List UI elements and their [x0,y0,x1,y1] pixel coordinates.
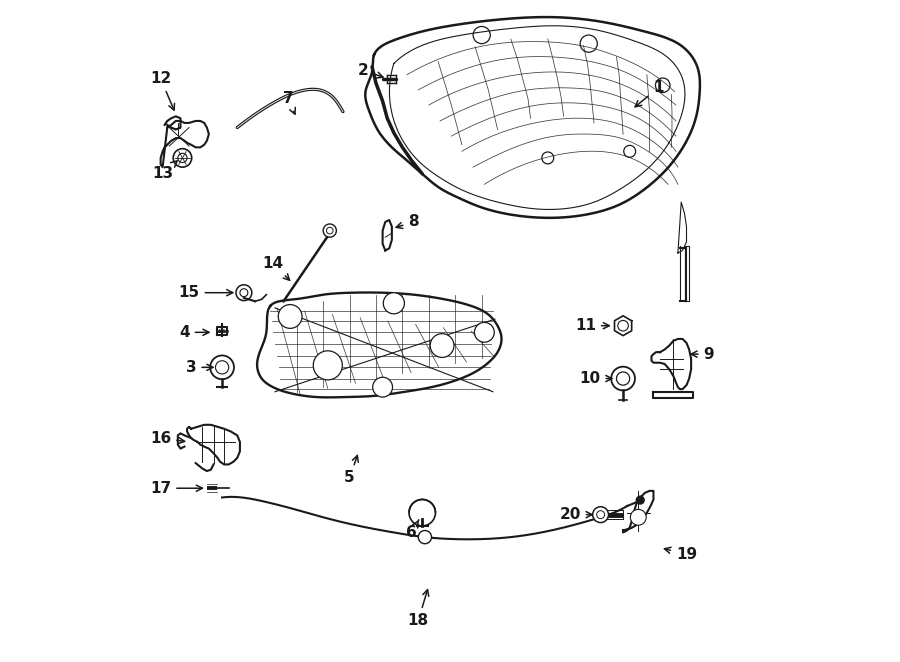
Text: 9: 9 [691,347,715,361]
Text: 7: 7 [283,91,295,114]
Circle shape [611,367,635,391]
Circle shape [593,506,608,522]
Polygon shape [257,293,501,397]
Circle shape [278,305,302,328]
Circle shape [236,285,252,301]
Text: 18: 18 [408,590,429,628]
Text: 8: 8 [396,214,419,230]
Circle shape [409,499,436,526]
Polygon shape [161,121,209,167]
Text: 4: 4 [179,325,209,340]
Text: 1: 1 [635,80,663,107]
Text: 16: 16 [150,430,184,446]
Text: 6: 6 [406,520,419,540]
Circle shape [313,351,342,380]
Text: 17: 17 [150,481,202,496]
Text: 15: 15 [178,285,233,300]
Text: 10: 10 [580,371,612,386]
Text: 3: 3 [185,360,213,375]
Text: 19: 19 [664,547,698,562]
Polygon shape [218,327,227,335]
Circle shape [173,149,192,167]
Polygon shape [382,220,392,250]
Circle shape [635,495,645,504]
Polygon shape [623,491,653,532]
Circle shape [474,322,494,342]
Circle shape [323,224,337,237]
Text: 14: 14 [263,256,290,280]
Polygon shape [653,392,693,399]
Text: 20: 20 [560,507,592,522]
Polygon shape [178,434,191,449]
Circle shape [630,509,646,525]
Polygon shape [685,246,689,301]
Polygon shape [652,339,691,389]
Circle shape [211,355,234,379]
Text: 2: 2 [357,62,383,78]
Circle shape [373,377,392,397]
Circle shape [430,334,454,357]
Circle shape [383,293,404,314]
Polygon shape [615,316,632,336]
Text: 13: 13 [152,161,177,181]
Circle shape [418,530,431,544]
Polygon shape [187,425,240,465]
Text: 5: 5 [345,455,358,485]
Text: 11: 11 [575,318,609,333]
Text: 12: 12 [150,71,175,110]
